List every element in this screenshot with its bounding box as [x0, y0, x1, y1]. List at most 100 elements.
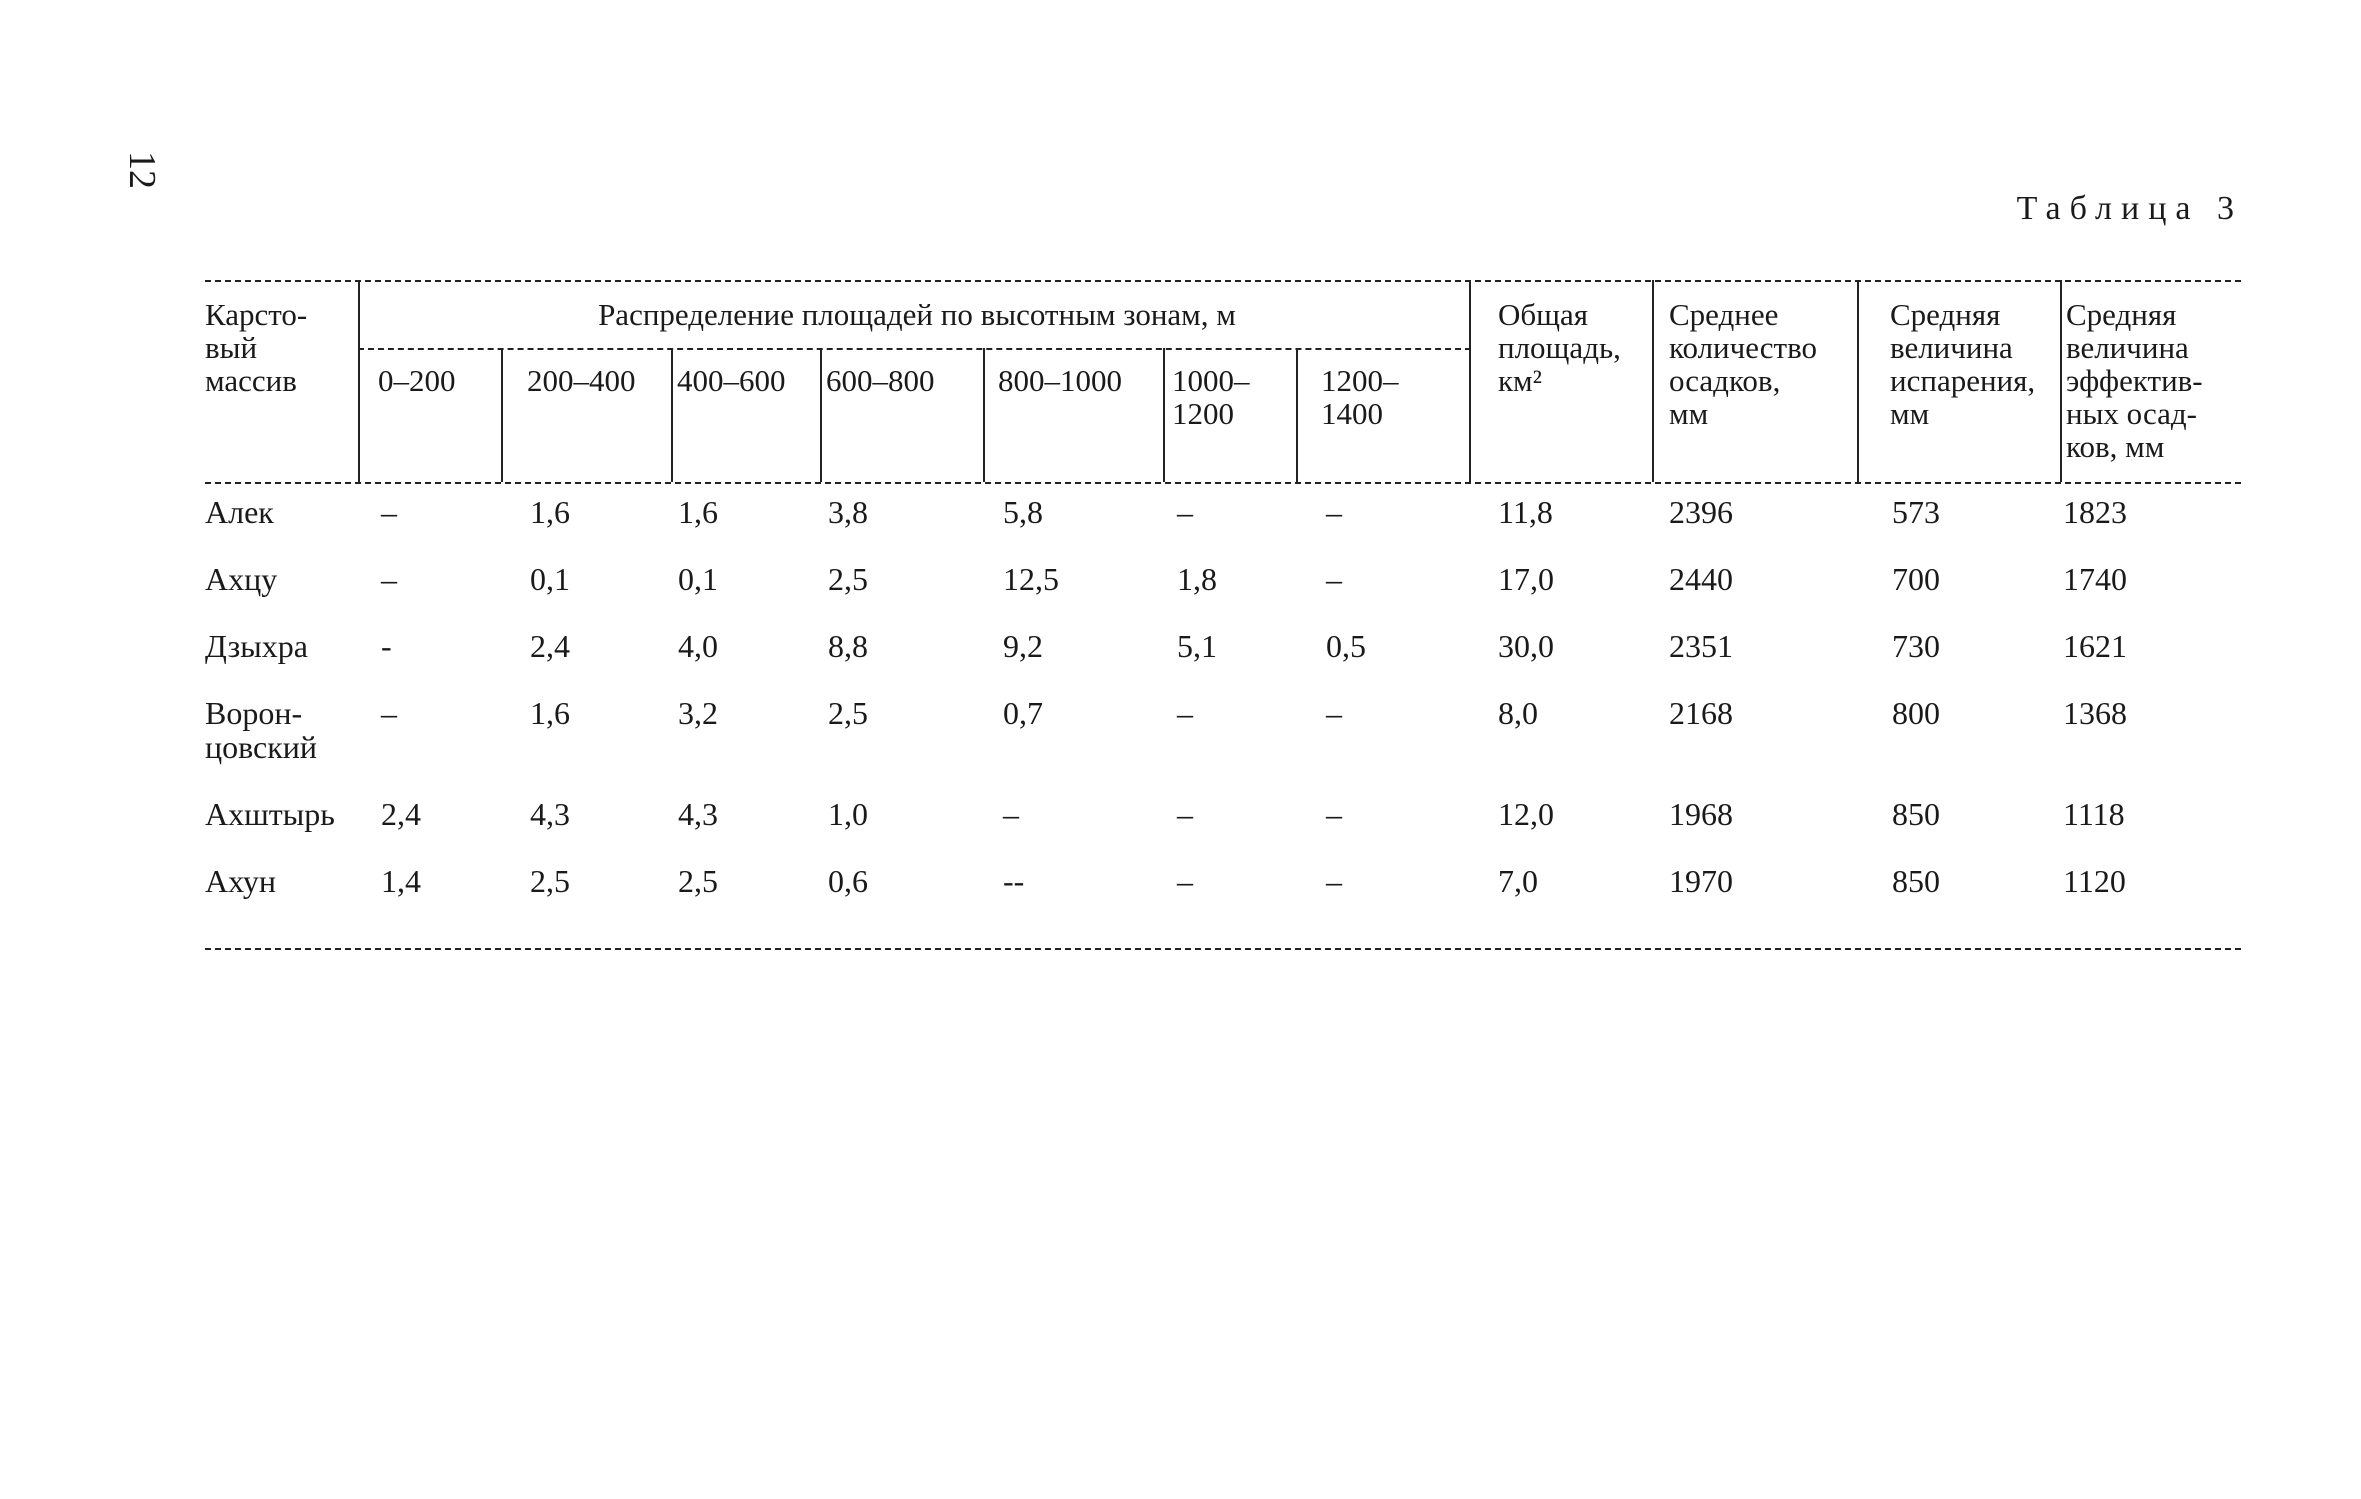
col-divider — [501, 348, 503, 482]
cell-zone-value: 2,5 — [678, 863, 718, 899]
row-massif-name: Дзыхра — [205, 628, 308, 664]
row-massif-name: Ахун — [205, 863, 277, 899]
cell-effective-precipitation: 1823 — [2063, 494, 2127, 530]
cell-zone-value: – — [1326, 494, 1342, 530]
cell-evaporation: 573 — [1892, 494, 1940, 530]
cell-zone-value: 12,5 — [1003, 561, 1059, 597]
header-zone-0-200: 0–200 — [378, 363, 456, 398]
header-precipitation: Среднее количество осадков, мм — [1669, 297, 1817, 431]
col-divider — [358, 280, 360, 482]
cell-precipitation: 2440 — [1669, 561, 1733, 597]
zone-header-rule — [358, 348, 1471, 350]
header-zone-600-800: 600–800 — [826, 363, 935, 398]
cell-evaporation: 850 — [1892, 796, 1940, 832]
cell-precipitation: 2351 — [1669, 628, 1733, 664]
cell-zone-value: 4,3 — [678, 796, 718, 832]
cell-total-area: 30,0 — [1498, 628, 1554, 664]
cell-total-area: 17,0 — [1498, 561, 1554, 597]
data-table: Карсто- вый массив Распределение площаде… — [205, 280, 2241, 950]
cell-evaporation: 800 — [1892, 695, 1940, 731]
header-evaporation: Средняя величина испарения, мм — [1890, 297, 2036, 431]
header-total-area: Общая площадь, км² — [1498, 297, 1621, 398]
cell-zone-value: – — [1003, 796, 1019, 832]
cell-zone-value: 1,6 — [530, 695, 570, 731]
header-massif: Карсто- вый массив — [205, 297, 308, 398]
table-top-rule — [205, 280, 2241, 282]
cell-total-area: 7,0 — [1498, 863, 1538, 899]
cell-zone-value: 9,2 — [1003, 628, 1043, 664]
cell-zone-value: 0,1 — [678, 561, 718, 597]
cell-zone-value: 0,5 — [1326, 628, 1366, 664]
cell-zone-value: 2,4 — [530, 628, 570, 664]
cell-zone-value: – — [381, 494, 397, 530]
col-divider — [1296, 348, 1298, 482]
cell-precipitation: 2168 — [1669, 695, 1733, 731]
cell-zone-value: 0,7 — [1003, 695, 1043, 731]
cell-zone-value: 1,6 — [678, 494, 718, 530]
header-zone-200-400: 200–400 — [527, 363, 636, 398]
cell-effective-precipitation: 1120 — [2063, 863, 2126, 899]
row-massif-name: Ахштырь — [205, 796, 335, 832]
header-distribution: Распределение площадей по высотным зонам… — [598, 297, 1236, 332]
cell-total-area: 12,0 — [1498, 796, 1554, 832]
col-divider — [1163, 348, 1165, 482]
cell-precipitation: 2396 — [1669, 494, 1733, 530]
header-zone-800-1000: 800–1000 — [998, 363, 1122, 398]
cell-evaporation: 700 — [1892, 561, 1940, 597]
table-bottom-rule — [205, 948, 2241, 950]
cell-zone-value: 3,8 — [828, 494, 868, 530]
cell-zone-value: 4,0 — [678, 628, 718, 664]
cell-zone-value: 0,1 — [530, 561, 570, 597]
col-divider — [983, 348, 985, 482]
cell-effective-precipitation: 1118 — [2063, 796, 2125, 832]
cell-zone-value: 2,5 — [828, 561, 868, 597]
header-zone-400-600: 400–600 — [677, 363, 786, 398]
cell-zone-value: – — [1177, 695, 1193, 731]
cell-zone-value: – — [1326, 561, 1342, 597]
cell-effective-precipitation: 1740 — [2063, 561, 2127, 597]
col-divider — [1857, 280, 1859, 482]
col-divider — [1652, 280, 1654, 482]
row-massif-name: Ворон-цовский — [205, 695, 318, 765]
col-divider — [2060, 280, 2062, 482]
cell-zone-value: 2,4 — [381, 796, 421, 832]
cell-zone-value: 5,1 — [1177, 628, 1217, 664]
cell-evaporation: 850 — [1892, 863, 1940, 899]
cell-zone-value: – — [1177, 863, 1193, 899]
cell-zone-value: – — [1326, 796, 1342, 832]
cell-zone-value: 0,6 — [828, 863, 868, 899]
cell-precipitation: 1968 — [1669, 796, 1733, 832]
cell-total-area: 11,8 — [1498, 494, 1553, 530]
cell-zone-value: - — [381, 628, 392, 664]
cell-zone-value: 2,5 — [530, 863, 570, 899]
cell-zone-value: – — [1326, 863, 1342, 899]
cell-zone-value: – — [1177, 494, 1193, 530]
row-massif-name: Ахцу — [205, 561, 278, 597]
cell-effective-precipitation: 1368 — [2063, 695, 2127, 731]
col-divider — [1469, 280, 1471, 482]
cell-total-area: 8,0 — [1498, 695, 1538, 731]
cell-zone-value: -- — [1003, 863, 1025, 899]
cell-zone-value: – — [1326, 695, 1342, 731]
cell-zone-value: 3,2 — [678, 695, 718, 731]
cell-zone-value: 1,4 — [381, 863, 421, 899]
cell-precipitation: 1970 — [1669, 863, 1733, 899]
table-caption: Таблица 3 — [2016, 190, 2243, 227]
header-bottom-rule — [205, 482, 2241, 484]
cell-evaporation: 730 — [1892, 628, 1940, 664]
header-zone-1000-1200: 1000– 1200 — [1172, 363, 1250, 431]
cell-effective-precipitation: 1621 — [2063, 628, 2127, 664]
cell-zone-value: – — [1177, 796, 1193, 832]
cell-zone-value: 4,3 — [530, 796, 570, 832]
row-massif-name: Алек — [205, 494, 274, 530]
page-number: 12 — [121, 151, 163, 189]
cell-zone-value: 1,6 — [530, 494, 570, 530]
cell-zone-value: 1,0 — [828, 796, 868, 832]
cell-zone-value: 5,8 — [1003, 494, 1043, 530]
cell-zone-value: 1,8 — [1177, 561, 1217, 597]
col-divider — [820, 348, 822, 482]
cell-zone-value: 8,8 — [828, 628, 868, 664]
cell-zone-value: 2,5 — [828, 695, 868, 731]
cell-zone-value: – — [381, 561, 397, 597]
header-zone-1200-1400: 1200– 1400 — [1321, 363, 1399, 431]
